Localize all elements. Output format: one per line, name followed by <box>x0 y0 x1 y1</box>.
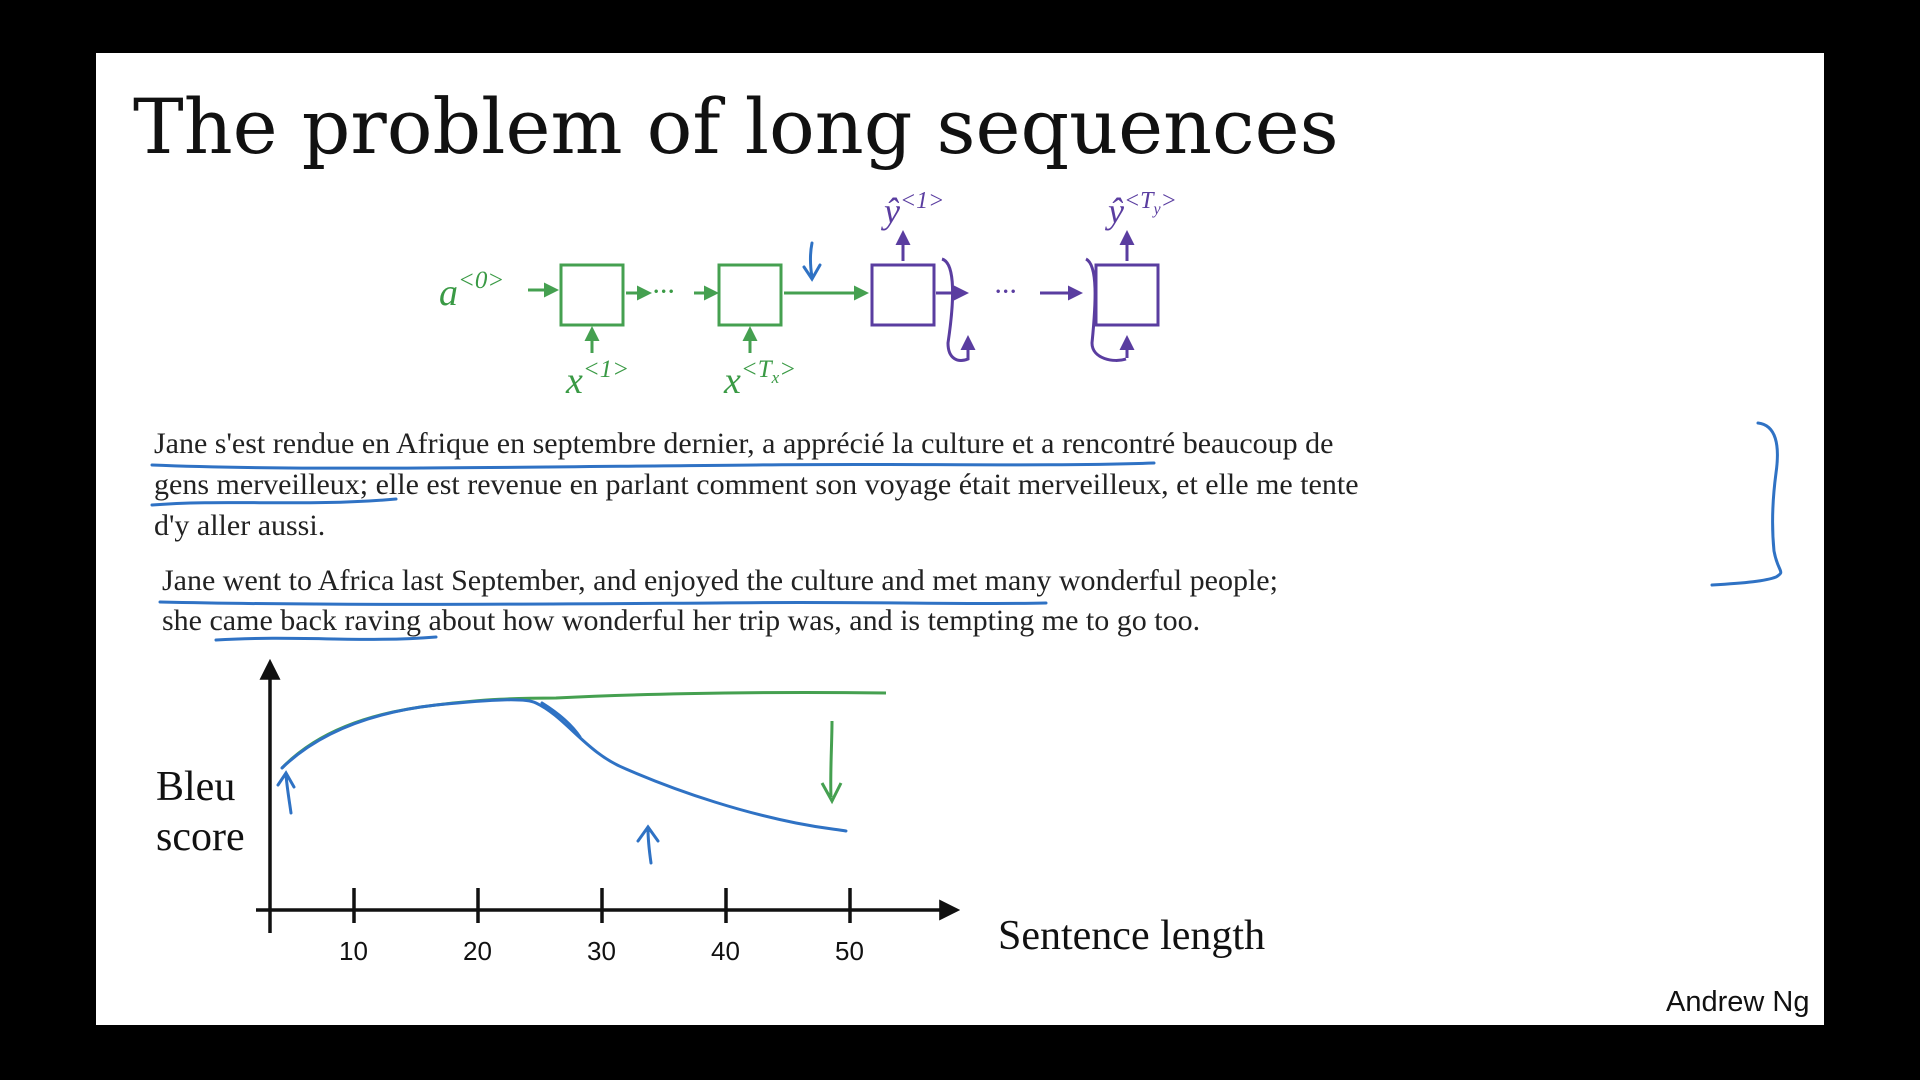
french-underline-1 <box>150 461 1156 470</box>
bleu-plot: Bleu score 10 20 30 40 50 Sentence lengt… <box>156 658 1265 966</box>
slide-title: The problem of long sequences <box>133 82 1339 171</box>
yT-label: ŷ<Ty> <box>1105 188 1177 231</box>
encoder-cell-2 <box>717 263 783 327</box>
french-line-1: Jane s'est rendue en Afrique en septembr… <box>154 427 1333 460</box>
tick-label-10: 10 <box>339 936 368 966</box>
french-underline-2 <box>150 497 398 507</box>
decoder-feedback-1 <box>941 257 970 362</box>
encoder-cell-1 <box>559 263 625 327</box>
x-axis-label: Sentence length <box>998 913 1265 959</box>
decoder-feedback-T <box>1085 257 1127 362</box>
slide-diagram: The problem of long sequences a<0> ··· x… <box>133 82 1809 1018</box>
author-credit: Andrew Ng <box>1666 986 1809 1018</box>
attention-improvement-arrow <box>820 720 843 805</box>
decoder-cell-1 <box>870 263 936 327</box>
english-line-1: Jane went to Africa last September, and … <box>162 564 1278 597</box>
french-line-3: d'y aller aussi. <box>154 509 325 542</box>
english-paragraph: Jane went to Africa last September, and … <box>158 564 1278 642</box>
tick-label-20: 20 <box>463 936 492 966</box>
y-axis-label-line2: score <box>156 814 245 860</box>
french-line-2: gens merveilleux; elle est revenue en pa… <box>154 468 1359 501</box>
long-sentence-arrow <box>636 824 660 865</box>
slide: The problem of long sequences a<0> ··· x… <box>96 53 1824 1025</box>
tick-label-30: 30 <box>587 936 616 966</box>
tick-label-40: 40 <box>711 936 740 966</box>
tick-label-50: 50 <box>835 936 864 966</box>
a0-label: a<0> <box>439 267 504 314</box>
attention-pointer-arrow <box>802 241 822 282</box>
y-axis-label-line1: Bleu <box>156 764 235 810</box>
short-sentence-arrow <box>276 770 296 815</box>
bracket-annotation <box>1710 421 1783 587</box>
xT-label: x<Tx> <box>723 356 796 402</box>
y1-label: ŷ<1> <box>881 188 944 231</box>
encoder-dots: ··· <box>652 275 675 308</box>
baseline-curve <box>280 698 848 833</box>
english-line-2: she came back raving about how wonderful… <box>162 604 1200 637</box>
attention-curve <box>280 690 887 770</box>
decoder-cell-T <box>1094 263 1160 327</box>
french-paragraph: Jane s'est rendue en Afrique en septembr… <box>150 421 1783 587</box>
rnn-diagram: a<0> ··· x<1> x<Tx> ŷ<1> ··· ŷ<Ty> <box>439 188 1177 402</box>
english-underline-2 <box>214 635 438 642</box>
decoder-dots: ··· <box>994 275 1017 308</box>
x1-label: x<1> <box>565 356 629 402</box>
english-underline-1 <box>158 600 1048 606</box>
drop-highlight <box>540 701 582 739</box>
